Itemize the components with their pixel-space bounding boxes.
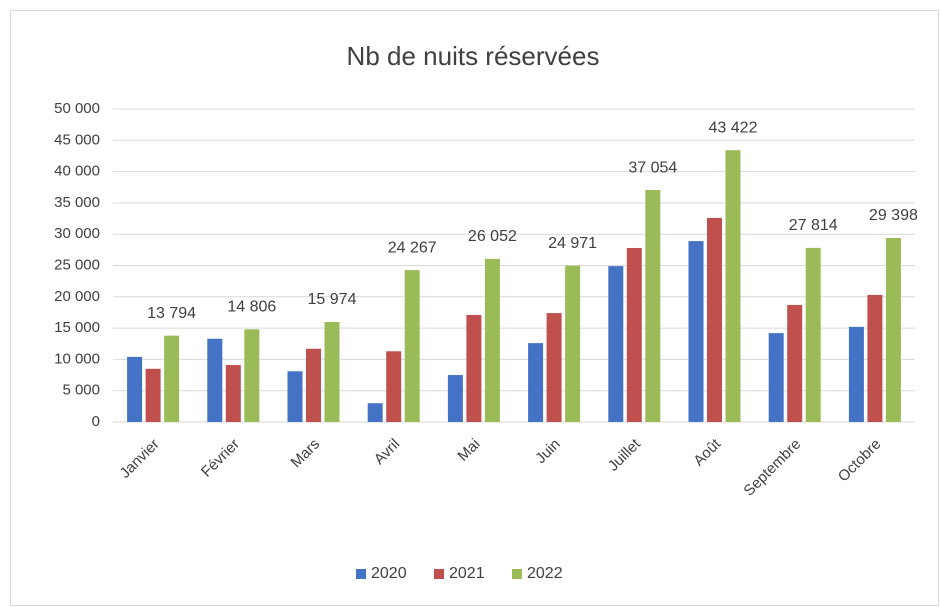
- chart-frame: [10, 10, 939, 606]
- y-tick-label: 15 000: [54, 319, 100, 336]
- bar: [404, 270, 420, 422]
- bar: [707, 217, 722, 422]
- bar: [565, 265, 581, 422]
- y-tick-label: 50 000: [54, 100, 100, 117]
- legend-label: 2020: [371, 565, 407, 582]
- bar: [885, 237, 901, 422]
- bar: [805, 247, 821, 422]
- bar: [848, 326, 864, 422]
- legend-swatch: [356, 569, 366, 579]
- bar: [528, 343, 544, 422]
- data-label: 13 794: [147, 305, 196, 322]
- data-label: 29 398: [869, 207, 918, 224]
- bar: [787, 304, 803, 422]
- bar: [768, 333, 784, 422]
- bar: [145, 368, 161, 422]
- bar: [367, 403, 383, 422]
- bar: [207, 338, 223, 422]
- legend-swatch: [434, 569, 444, 579]
- bar: [164, 335, 180, 422]
- bar: [546, 313, 562, 422]
- legend-label: 2021: [449, 565, 485, 582]
- bar: [645, 190, 661, 422]
- y-tick-label: 40 000: [54, 163, 100, 180]
- chart-title: Nb de nuits réservées: [347, 41, 600, 71]
- bar: [447, 375, 463, 422]
- bar: [386, 351, 402, 422]
- legend-swatch: [512, 569, 522, 579]
- data-label: 24 267: [388, 239, 437, 256]
- data-label: 24 971: [548, 235, 597, 252]
- data-label: 14 806: [227, 299, 276, 316]
- data-label: 27 814: [789, 217, 838, 234]
- y-tick-label: 35 000: [54, 194, 100, 211]
- data-label: 26 052: [468, 228, 517, 245]
- data-label: 15 974: [308, 291, 357, 308]
- bar: [725, 150, 741, 422]
- bar: [225, 365, 241, 422]
- bar: [324, 322, 340, 422]
- y-tick-label: 0: [92, 413, 100, 430]
- y-tick-label: 25 000: [54, 256, 100, 273]
- bar: [626, 247, 642, 422]
- bar: [484, 258, 500, 422]
- data-label: 37 054: [628, 159, 677, 176]
- y-tick-label: 30 000: [54, 225, 100, 242]
- bar: [466, 314, 482, 422]
- data-label: 43 422: [709, 119, 758, 136]
- bar: [608, 266, 624, 422]
- bar: [688, 241, 704, 422]
- bar: [867, 294, 883, 422]
- y-tick-label: 5 000: [62, 382, 100, 399]
- legend-label: 2022: [527, 565, 563, 582]
- y-tick-label: 45 000: [54, 131, 100, 148]
- y-tick-label: 20 000: [54, 288, 100, 305]
- bar: [287, 371, 303, 422]
- bar: [306, 348, 321, 422]
- bar: [127, 356, 143, 422]
- y-tick-label: 10 000: [54, 350, 100, 367]
- bar: [244, 329, 260, 422]
